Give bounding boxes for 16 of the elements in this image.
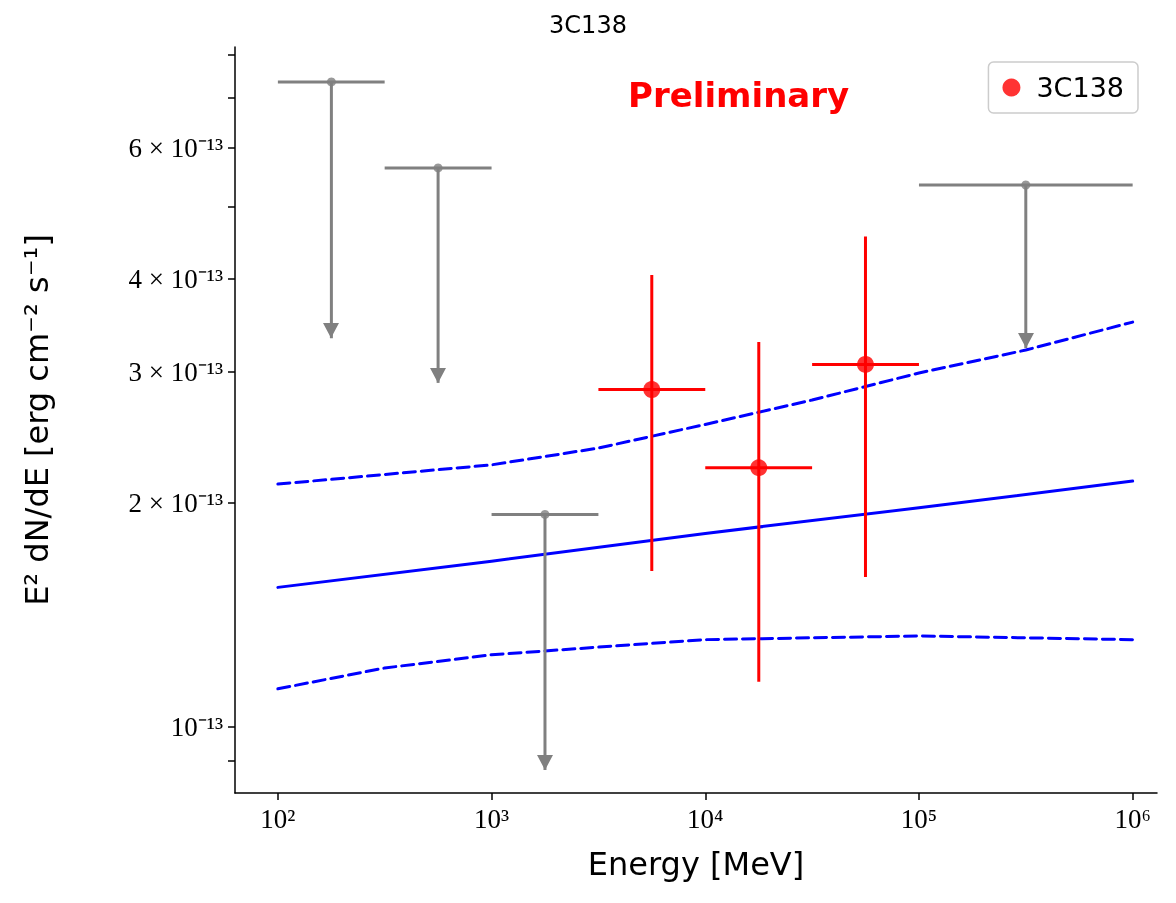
x-tick-label: 10²	[260, 803, 296, 834]
y-tick-label: 6 × 10⁻¹³	[128, 132, 223, 163]
x-tick-label: 10⁵	[900, 803, 938, 834]
y-tick-label: 10⁻¹³	[170, 711, 223, 742]
x-axis-title: Energy [MeV]	[587, 845, 805, 883]
y-tick-label: 2 × 10⁻¹³	[128, 487, 223, 518]
y-tick-label: 4 × 10⁻¹³	[128, 263, 223, 294]
x-tick-label: 10⁴	[687, 803, 724, 834]
x-tick-label: 10³	[474, 803, 510, 834]
chart-title: 3C138	[549, 11, 627, 39]
y-tick-label: 3 × 10⁻¹³	[128, 356, 223, 387]
legend-label: 3C138	[1036, 72, 1125, 103]
x-tick-label: 10⁶	[1114, 803, 1151, 834]
y-axis-title: E² dN/dE [erg cm⁻² s⁻¹]	[18, 234, 56, 606]
line-series	[276, 479, 1135, 589]
annotation: Preliminary	[628, 75, 850, 115]
